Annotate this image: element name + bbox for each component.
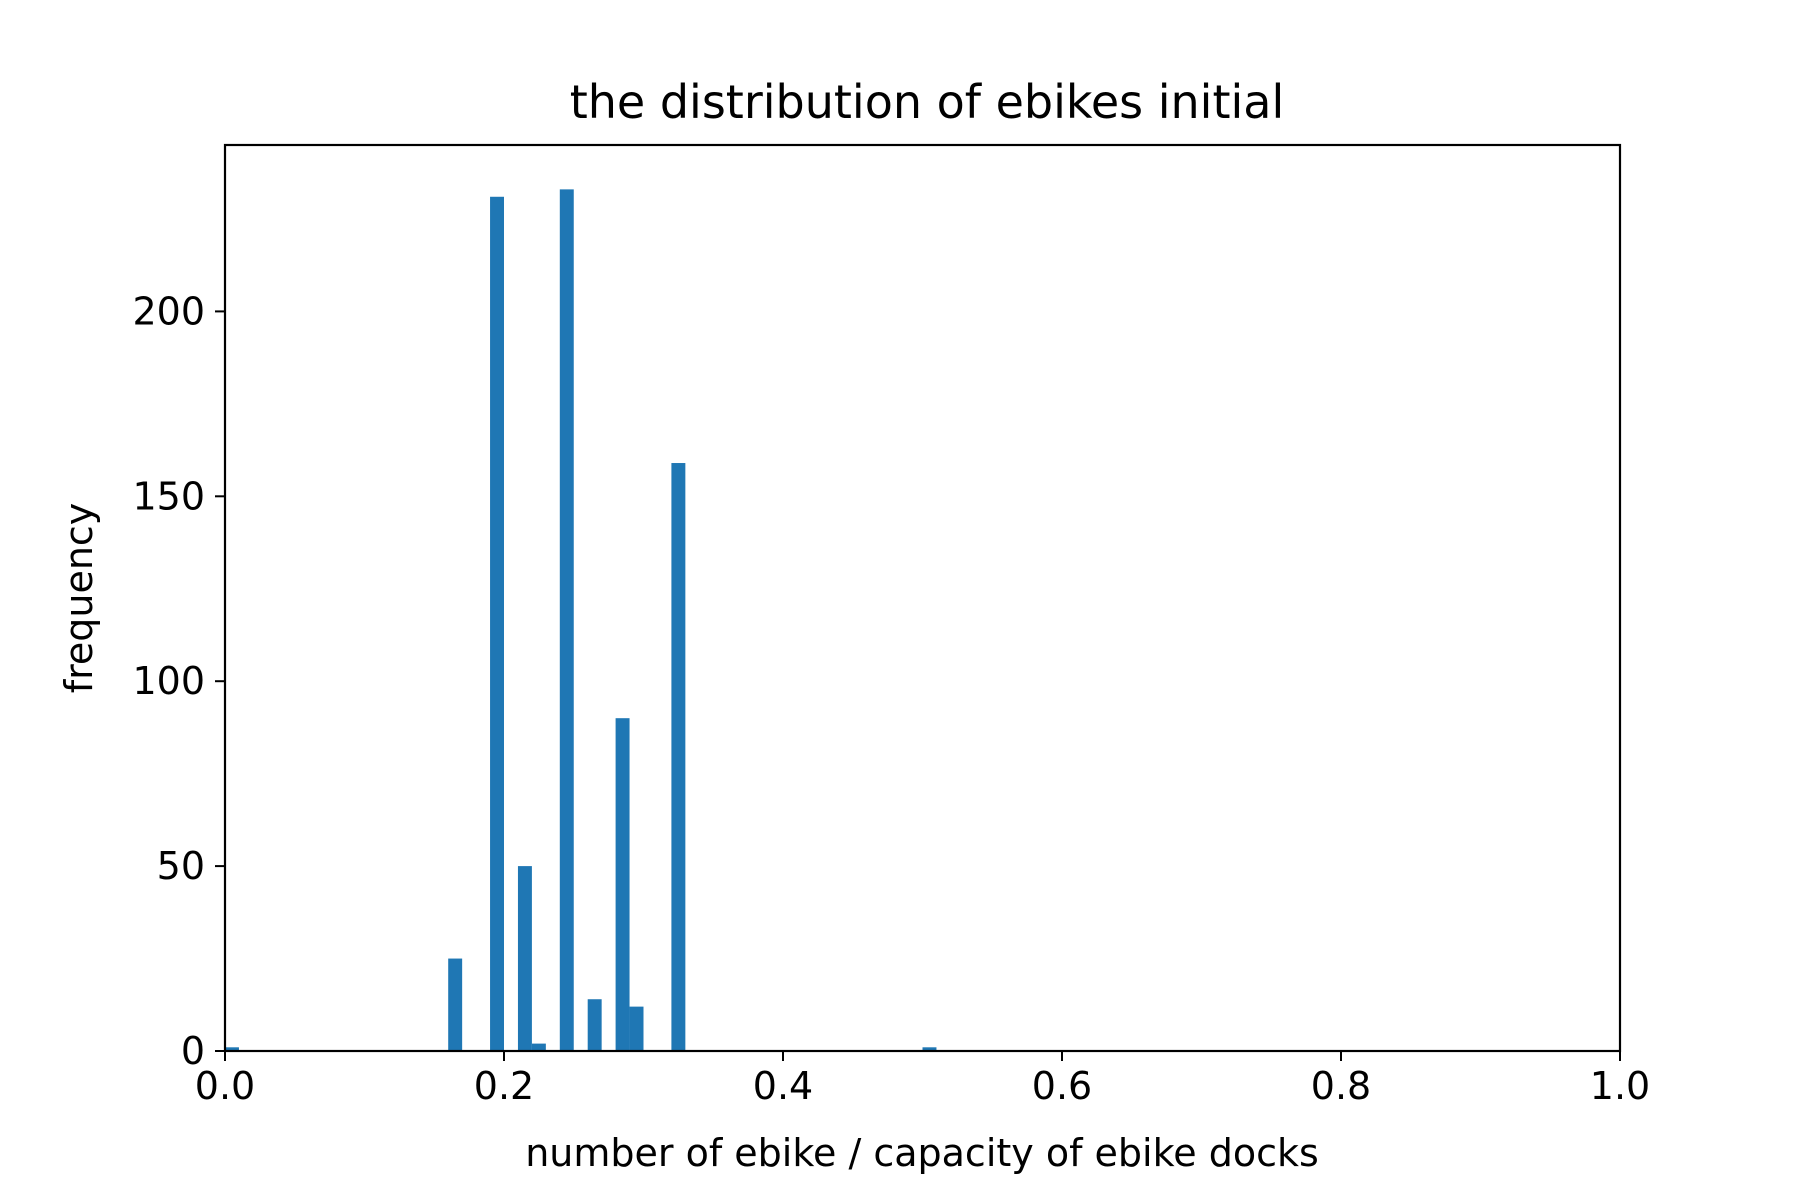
y-tick-label-4: 200 [132, 289, 205, 333]
bar-6 [587, 999, 602, 1051]
bar-3 [517, 866, 532, 1051]
plot-frame [223, 143, 1622, 1053]
y-axis-label: frequency [57, 503, 101, 694]
bar-8 [629, 1006, 644, 1051]
bar-9 [671, 463, 686, 1051]
bar-1 [448, 958, 463, 1051]
x-tick-label-2: 0.4 [753, 1064, 813, 1108]
bar-2 [490, 196, 504, 1051]
chart-title: the distribution of ebikes initial [570, 75, 1285, 129]
bar-10 [922, 1047, 937, 1051]
bar-0 [225, 1047, 239, 1051]
y-tick-label-1: 50 [157, 844, 205, 888]
x-tick-label-1: 0.2 [474, 1064, 534, 1108]
y-tick-label-2: 100 [132, 659, 205, 703]
bar-4 [531, 1043, 546, 1051]
y-tick-label-3: 150 [132, 474, 205, 518]
x-tick-label-0: 0.0 [195, 1064, 255, 1108]
x-tick-label-3: 0.6 [1032, 1064, 1092, 1108]
bar-5 [559, 189, 574, 1052]
x-axis-label: number of ebike / capacity of ebike dock… [525, 1131, 1319, 1175]
x-tick-label-5: 1.0 [1590, 1064, 1650, 1108]
bar-7 [615, 718, 630, 1051]
y-axis-ticks: 0 50 100 150 200 [132, 289, 225, 1073]
x-axis-ticks: 0.0 0.2 0.4 0.6 0.8 1.0 [195, 1051, 1650, 1108]
y-tick-label-0: 0 [181, 1029, 205, 1073]
x-tick-label-4: 0.8 [1311, 1064, 1371, 1108]
bars [225, 189, 937, 1052]
